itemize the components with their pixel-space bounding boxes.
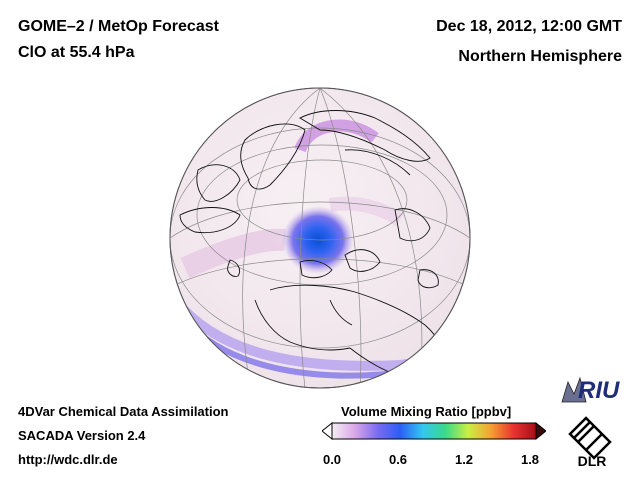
clo-tongue xyxy=(180,228,286,279)
forecast-date: Dec 18, 2012, 12:00 GMT xyxy=(436,18,622,35)
riu-logo-text: RIU xyxy=(578,377,620,404)
graticule xyxy=(170,88,470,388)
dlr-logo: DLR xyxy=(568,416,612,468)
colorbar-tick: 0.6 xyxy=(388,452,408,467)
globe-map xyxy=(169,87,471,389)
colorbar-tick: 0.0 xyxy=(322,452,342,467)
colorbar-under-arrow xyxy=(322,422,333,441)
map-title: GOME–2 / MetOp Forecast xyxy=(18,18,219,35)
colorbar-gradient xyxy=(331,422,537,440)
footer-method: 4DVar Chemical Data Assimilation xyxy=(18,404,229,419)
footer-url-link[interactable]: http://wdc.dlr.de xyxy=(18,452,118,467)
colorbar-tick: 1.2 xyxy=(454,452,474,467)
clo-arc-north xyxy=(294,119,379,153)
colorbar-over-arrow xyxy=(535,422,546,441)
colorbar-title: Volume Mixing Ratio [ppbv] xyxy=(341,404,512,419)
map-subtitle: ClO at 55.4 hPa xyxy=(18,44,135,61)
dlr-logo-text: DLR xyxy=(578,453,607,468)
colorbar xyxy=(322,422,546,441)
footer-version: SACADA Version 2.4 xyxy=(18,428,146,443)
colorbar-tick: 1.8 xyxy=(520,452,540,467)
region-label: Northern Hemisphere xyxy=(458,48,622,65)
clo-tongue-east xyxy=(328,196,404,226)
riu-logo: RIU xyxy=(561,376,620,404)
